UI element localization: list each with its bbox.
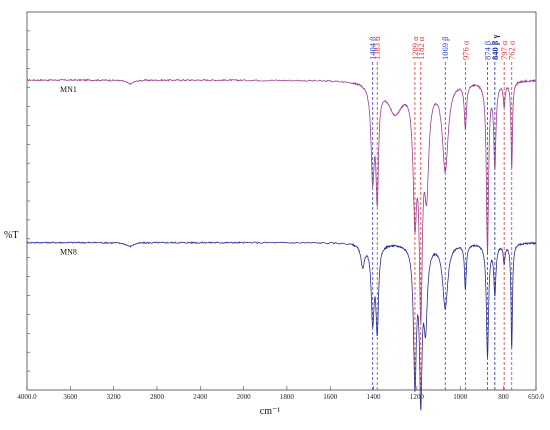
annotation-label: 762 α xyxy=(507,40,517,60)
annotation-label: 874 β xyxy=(482,41,492,60)
annotation-label: 840 β γ xyxy=(490,35,500,60)
x-axis-title: cm⁻¹ xyxy=(260,406,281,417)
series-layer: MN1 MN8 xyxy=(26,78,537,411)
x-tick-label: 650.0 xyxy=(528,393,544,401)
x-tick-label: 2800 xyxy=(150,393,165,401)
x-tick-label: 1000 xyxy=(453,393,468,401)
x-tick-label: 2000 xyxy=(237,393,252,401)
annotation-label: 1383 α xyxy=(372,36,382,60)
series-line-mn1 xyxy=(26,78,537,323)
x-tick-label: 1800 xyxy=(280,393,295,401)
annotation-label: 1069 β xyxy=(440,37,450,60)
x-tick-label: 4000.0 xyxy=(17,393,37,401)
x-tick-label: 1200 xyxy=(410,393,425,401)
x-tick-label: 3600 xyxy=(63,393,78,401)
series-label: MN1 xyxy=(60,85,77,94)
annotation-label: 797 α xyxy=(499,40,509,60)
y-axis-title: %T xyxy=(4,230,18,241)
x-tick-label: 800 xyxy=(498,393,509,401)
annotation-label: 976 α xyxy=(460,40,470,60)
annotation-label: 1182 α xyxy=(416,36,426,60)
x-tick-label: 2400 xyxy=(193,393,208,401)
x-tick-label: 1600 xyxy=(323,393,338,401)
series-label: MN8 xyxy=(60,248,77,257)
x-tick-label: 1400 xyxy=(367,393,382,401)
x-tick-label: 3200 xyxy=(107,393,122,401)
series-line-mn8 xyxy=(26,241,537,411)
annotation-label: 1209 α xyxy=(410,36,420,60)
axes-layer: 4000.0 3600 3200 2800 2400 2000 1800 1600 1400 12… xyxy=(17,11,544,401)
annotation-label: 1404 β xyxy=(368,37,378,60)
